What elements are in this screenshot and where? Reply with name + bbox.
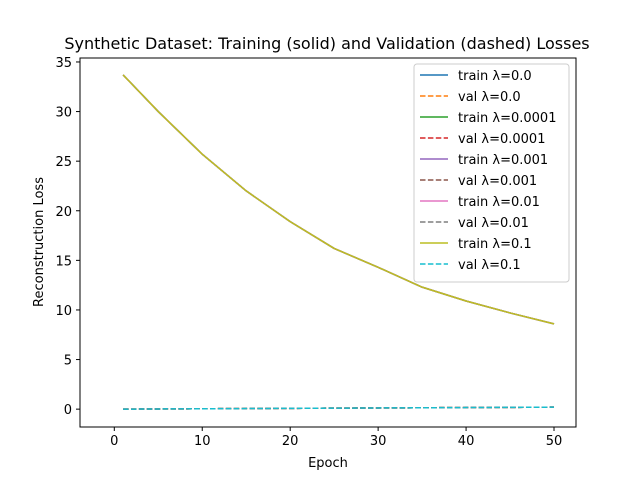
x-axis-label: Epoch [308,456,348,471]
series-line-10 [123,406,555,410]
legend-entry: train λ=0.01 [420,195,540,210]
chart-title: Synthetic Dataset: Training (solid) and … [64,34,589,53]
series-layer [122,74,555,410]
y-tick-label: 5 [64,354,72,369]
legend-entry: train λ=0.0 [420,69,532,84]
x-tick-label: 10 [194,434,211,449]
legend-entry: val λ=0.0 [420,90,521,105]
x-tick-label: 30 [370,434,387,449]
y-tick-label: 20 [55,205,72,220]
legend-label: val λ=0.0 [458,90,521,105]
legend-label: val λ=0.1 [458,258,521,273]
x-axis-ticks: 0 10 20 30 40 50 [110,427,562,449]
legend-label: train λ=0.01 [458,195,540,210]
y-tick-label: 30 [55,106,72,121]
legend: train λ=0.0 val λ=0.0 train λ=0.0001 val λ=… [413,63,570,283]
legend-entry: train λ=0.0001 [420,111,556,126]
y-tick-label: 15 [55,254,72,269]
x-tick-label: 0 [110,434,118,449]
legend-entry: val λ=0.0001 [420,132,545,147]
x-tick-label: 50 [546,434,563,449]
series-line-9 [122,74,555,325]
legend-label: train λ=0.1 [458,237,532,252]
legend-label: train λ=0.0 [458,69,532,84]
plot-area-frame [79,57,577,428]
legend-entry: train λ=0.1 [420,237,532,252]
legend-label: train λ=0.001 [458,153,548,168]
y-tick-label: 0 [64,403,72,418]
y-axis-ticks: 0 5 10 15 20 25 30 35 [55,56,80,418]
legend-label: val λ=0.001 [458,174,537,189]
y-tick-label: 10 [55,304,72,319]
legend-label: val λ=0.01 [458,216,529,231]
legend-entry: val λ=0.001 [420,174,537,189]
legend-label: train λ=0.0001 [458,111,556,126]
legend-label: val λ=0.0001 [458,132,545,147]
x-tick-label: 20 [282,434,299,449]
x-tick-label: 40 [458,434,475,449]
y-axis-label: Reconstruction Loss [32,177,47,307]
legend-box [413,63,570,283]
legend-entry: val λ=0.1 [420,258,521,273]
legend-entry: val λ=0.01 [420,216,529,231]
y-tick-label: 35 [55,56,72,71]
legend-entry: train λ=0.001 [420,153,548,168]
y-tick-label: 25 [55,155,72,170]
